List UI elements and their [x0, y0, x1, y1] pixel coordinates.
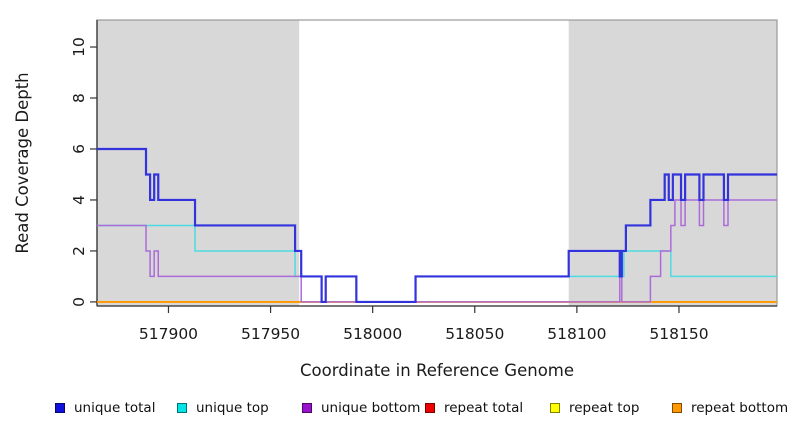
x-tick-label: 518150	[649, 325, 708, 343]
x-tick-label: 518100	[547, 325, 606, 343]
y-tick-label: 4	[70, 195, 88, 205]
legend: unique total unique top unique bottom repea…	[0, 398, 792, 420]
legend-label: unique total	[74, 400, 156, 416]
legend-label: repeat total	[444, 400, 524, 416]
y-axis-title: Read Coverage Depth	[13, 72, 32, 253]
y-tick-label: 6	[70, 144, 88, 154]
legend-item-repeat-total: repeat total	[425, 398, 523, 418]
x-tick-label: 518000	[343, 325, 402, 343]
legend-label: unique bottom	[321, 400, 421, 416]
axes: 517900 517950 518000 518050 518100 518150 0 2 4 6…	[70, 20, 777, 343]
y-tick-label: 0	[70, 297, 88, 307]
legend-label: repeat top	[569, 400, 640, 416]
left-shaded-region	[97, 20, 300, 306]
series-lines	[97, 147, 777, 304]
series-line-unique-total	[97, 147, 777, 304]
legend-item-repeat-bottom: repeat bottom	[672, 398, 788, 418]
y-tick-label: 8	[70, 93, 88, 103]
legend-item-repeat-top: repeat top	[550, 398, 639, 418]
legend-item-unique-total: unique total	[55, 398, 155, 418]
legend-swatch-icon	[55, 403, 65, 413]
legend-item-unique-bottom: unique bottom	[302, 398, 420, 418]
legend-item-unique-top: unique top	[177, 398, 269, 418]
legend-swatch-icon	[177, 403, 187, 413]
legend-swatch-icon	[425, 403, 435, 413]
x-tick-label: 517900	[139, 325, 198, 343]
legend-label: repeat bottom	[691, 400, 789, 416]
x-tick-label: 518050	[445, 325, 504, 343]
shaded-regions	[97, 20, 777, 306]
x-tick-label: 517950	[241, 325, 300, 343]
legend-swatch-icon	[672, 403, 682, 413]
legend-label: unique top	[196, 400, 269, 416]
x-axis-title: Coordinate in Reference Genome	[300, 361, 574, 380]
series-line-unique-bottom	[97, 199, 777, 303]
y-tick-label: 10	[70, 37, 88, 57]
y-tick-label: 2	[70, 246, 88, 256]
right-shaded-region	[568, 20, 777, 306]
coverage-chart: 517900 517950 518000 518050 518100 518150 0 2 4 6…	[13, 19, 778, 380]
legend-swatch-icon	[302, 403, 312, 413]
legend-swatch-icon	[550, 403, 560, 413]
